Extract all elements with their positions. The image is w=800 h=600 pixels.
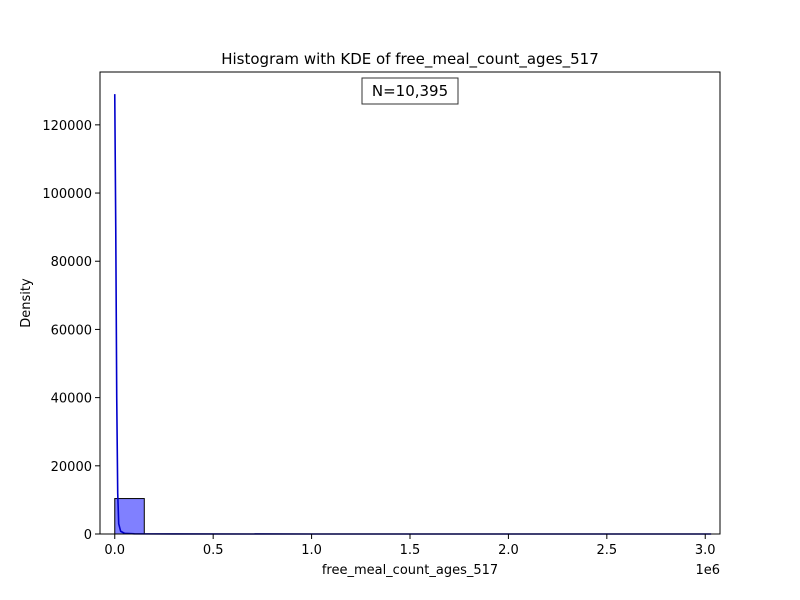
y-axis-ticks: 0 20000 40000 60000 80000 100000 120000	[42, 119, 100, 543]
x-tick-label: 1.0	[301, 543, 322, 558]
x-tick-label: 1.5	[400, 543, 421, 558]
y-axis-label: Density	[19, 278, 34, 328]
x-tick-label: 2.5	[596, 543, 617, 558]
x-axis-label: free_meal_count_ages_517	[322, 563, 498, 578]
x-tick-label: 0.5	[203, 543, 224, 558]
y-tick-label: 40000	[51, 392, 92, 407]
plot-area	[113, 94, 712, 535]
x-tick-label: 3.0	[695, 543, 716, 558]
y-tick-label: 120000	[42, 119, 92, 134]
annotation-text: N=10,395	[372, 82, 448, 100]
y-tick-label: 80000	[51, 255, 92, 270]
x-tick-label: 2.0	[498, 543, 519, 558]
annotation-box: N=10,395	[361, 77, 459, 105]
x-axis-offset-label: 1e6	[695, 563, 720, 578]
x-tick-label: 0.0	[104, 543, 125, 558]
x-axis-ticks: 0.0 0.5 1.0 1.5 2.0 2.5 3.0	[104, 534, 716, 558]
y-tick-label: 20000	[51, 460, 92, 475]
y-tick-label: 100000	[42, 187, 92, 202]
chart-title: Histogram with KDE of free_meal_count_ag…	[221, 50, 599, 69]
y-tick-label: 0	[84, 528, 92, 543]
plot-frame	[99, 71, 721, 535]
y-tick-label: 60000	[51, 323, 92, 338]
kde-line	[113, 94, 712, 535]
